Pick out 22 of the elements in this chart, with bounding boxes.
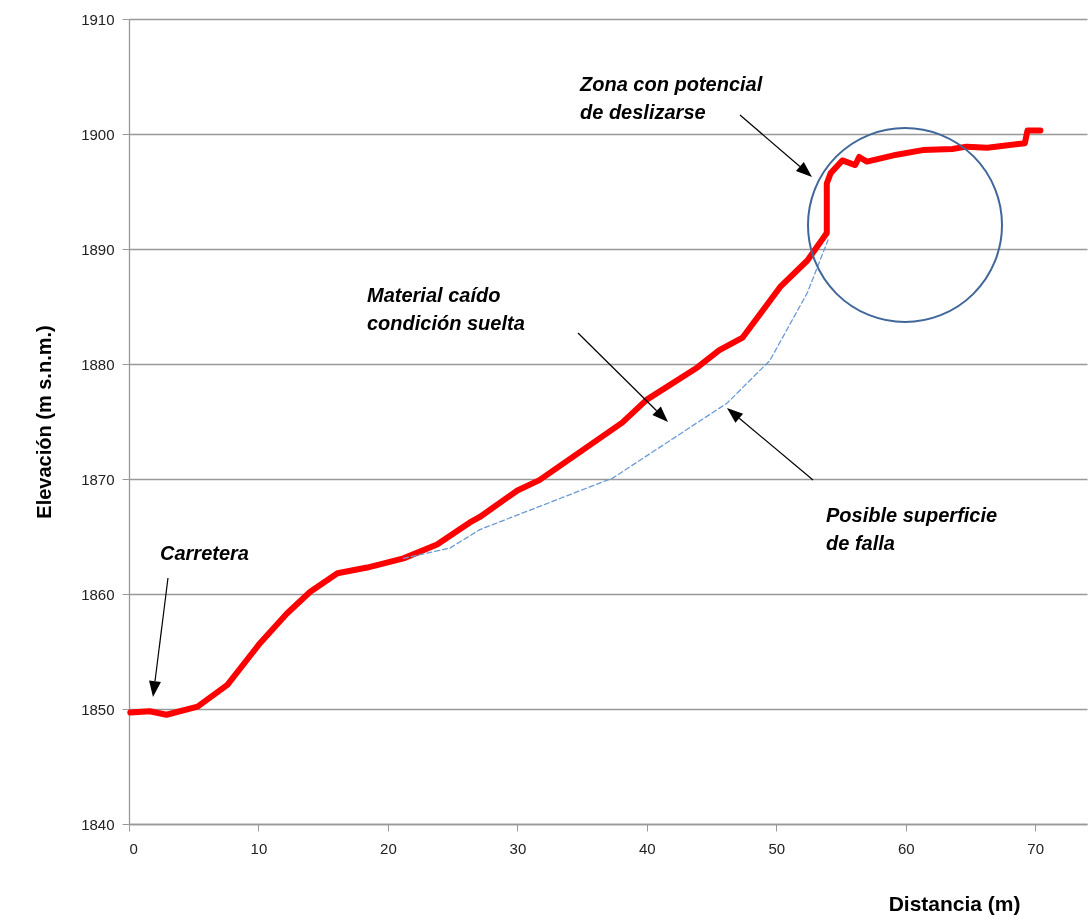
x-tick-label: 40 [638,839,656,857]
annotation: Carretera [160,542,249,564]
x-tick-label: 60 [897,839,915,857]
annotation: Material caído condición suelta [367,284,525,334]
y-tick-label: 1890 [81,240,115,258]
x-tick-label: 0 [129,839,138,857]
x-tick-label: 70 [1027,839,1045,857]
y-tick-label: 1870 [81,470,115,488]
y-tick-label: 1840 [81,815,115,833]
x-tick-label: 10 [250,839,268,857]
y-tick-label: 1850 [81,700,115,718]
x-tick-label: 20 [380,839,397,857]
annotation: Zona con potencial de deslizarse [579,73,763,123]
y-tick-label: 1880 [81,355,115,373]
annotation: Posible superficie de falla [826,504,998,554]
y-tick-label: 1910 [81,10,115,28]
x-tick-label: 50 [768,839,786,857]
y-axis-title: Elevación (m s.n.m.) [33,325,56,519]
y-tick-label: 1860 [81,585,115,603]
x-tick-label: 30 [509,839,527,857]
y-tick-label: 1900 [81,125,115,143]
x-axis-title: Distancia (m) [888,891,1021,915]
